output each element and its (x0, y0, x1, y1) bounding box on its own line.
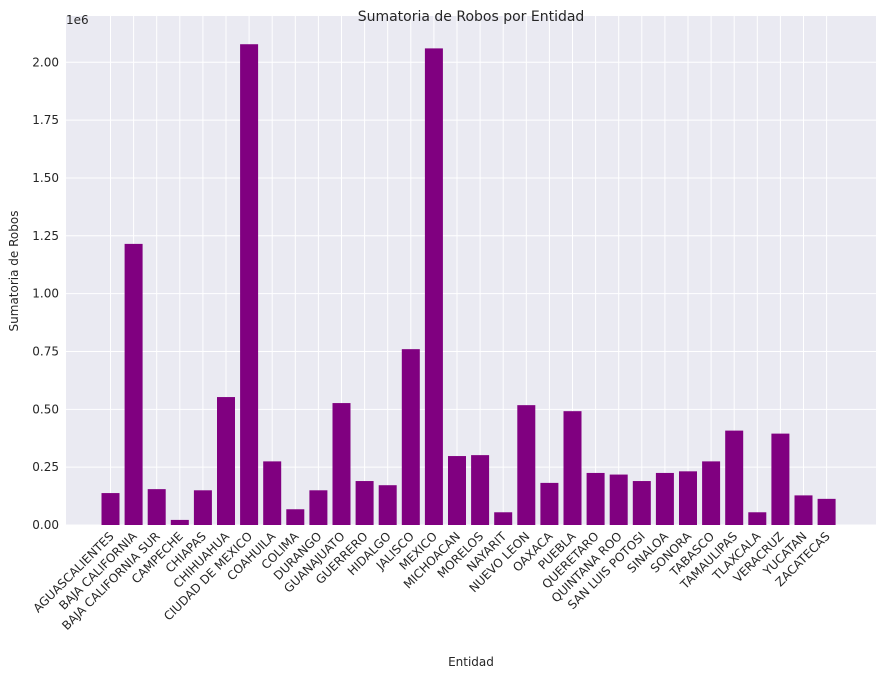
bar-jalisco (401, 349, 420, 525)
x-axis-label: Entidad (448, 655, 494, 669)
y-tick-label: 1.50 (32, 171, 59, 185)
y-offset-label: 1e6 (66, 13, 89, 27)
bar-mexico (424, 48, 443, 526)
bar-tabasco (702, 461, 721, 525)
bar-chiapas (193, 490, 212, 525)
y-axis-label: Sumatoria de Robos (7, 211, 21, 332)
bar-michoacan (448, 456, 466, 525)
bar-sinaloa (655, 472, 674, 525)
chart-title: Sumatoria de Robos por Entidad (358, 9, 585, 25)
bar-oaxaca (540, 482, 559, 525)
bar-zacatecas (817, 498, 836, 525)
bar-baja-california-sur (147, 489, 166, 525)
y-tick-label: 0.25 (32, 460, 59, 474)
y-tick-label: 0.50 (32, 402, 59, 416)
bars (101, 44, 836, 526)
bar-aguascalientes (101, 493, 120, 525)
bar-guanajuato (332, 403, 351, 525)
bar-yucatan (794, 495, 813, 525)
bar-campeche (170, 519, 189, 525)
y-tick-label: 0.00 (32, 518, 59, 532)
y-tick-label: 1.00 (32, 287, 59, 301)
y-tick-label: 1.75 (32, 113, 59, 127)
bar-sonora (679, 471, 697, 525)
x-tick-label: BAJA CALIFORNIA SUR (59, 529, 163, 633)
bar-veracruz (771, 433, 790, 525)
bar-tamaulipas (725, 430, 744, 525)
bar-quintana-roo (609, 474, 628, 525)
y-tick-label: 0.75 (32, 344, 59, 358)
bar-nayarit (494, 512, 513, 525)
y-tick-label: 2.00 (32, 55, 59, 69)
bar-san-luis-potosi (632, 481, 651, 525)
bar-tlaxcala (748, 512, 767, 525)
plot-background (66, 16, 876, 525)
bar-queretaro (586, 472, 605, 525)
bar-chihuahua (217, 397, 235, 525)
bar-ciudad-de-mexico (240, 44, 259, 525)
y-tick-label: 1.25 (32, 229, 59, 243)
bar-puebla (563, 411, 582, 525)
bar-morelos (471, 455, 490, 525)
bar-guerrero (355, 481, 374, 525)
bar-nuevo-leon (517, 405, 536, 525)
bar-colima (286, 509, 305, 525)
bar-coahuila (263, 461, 282, 525)
bar-durango (309, 490, 328, 525)
bar-baja-california (124, 243, 143, 525)
y-tick-labels: 0.00 0.25 0.50 0.75 1.00 1.25 1.50 1.75 2.00 (32, 55, 59, 532)
bar-hidalgo (378, 485, 397, 525)
